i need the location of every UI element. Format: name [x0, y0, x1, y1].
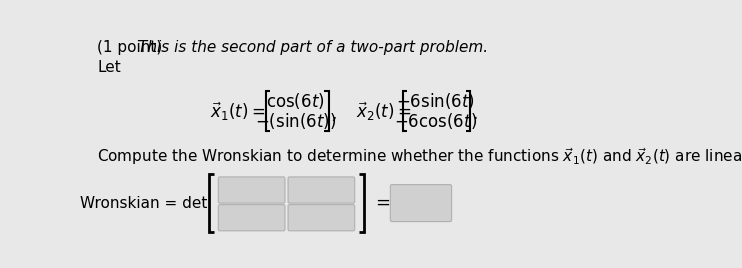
Text: $\vec{x}_2(t) = $: $\vec{x}_2(t) = $ — [356, 100, 412, 123]
Text: This is the second part of a two-part problem.: This is the second part of a two-part pr… — [139, 40, 488, 55]
Text: Compute the Wronskian to determine whether the functions $\vec{x}_1(t)$ and $\ve: Compute the Wronskian to determine wheth… — [97, 146, 742, 167]
Text: $\cos(6t)$: $\cos(6t)$ — [266, 91, 325, 111]
Text: .: . — [473, 106, 478, 123]
Text: =: = — [375, 194, 390, 212]
FancyBboxPatch shape — [288, 205, 355, 231]
FancyBboxPatch shape — [218, 205, 285, 231]
FancyBboxPatch shape — [390, 185, 452, 222]
Text: Let: Let — [97, 60, 121, 75]
FancyBboxPatch shape — [218, 177, 285, 203]
Text: ,: , — [332, 106, 337, 123]
Text: Wronskian = det: Wronskian = det — [80, 196, 208, 211]
Text: $-(\sin(6t))$: $-(\sin(6t))$ — [255, 111, 336, 132]
Text: $\vec{x}_1(t) = $: $\vec{x}_1(t) = $ — [209, 100, 265, 123]
Text: $-6\sin(6t)$: $-6\sin(6t)$ — [395, 91, 475, 111]
Text: (1 point): (1 point) — [97, 40, 168, 55]
FancyBboxPatch shape — [288, 177, 355, 203]
Text: $-6\cos(6t)$: $-6\cos(6t)$ — [394, 111, 477, 132]
